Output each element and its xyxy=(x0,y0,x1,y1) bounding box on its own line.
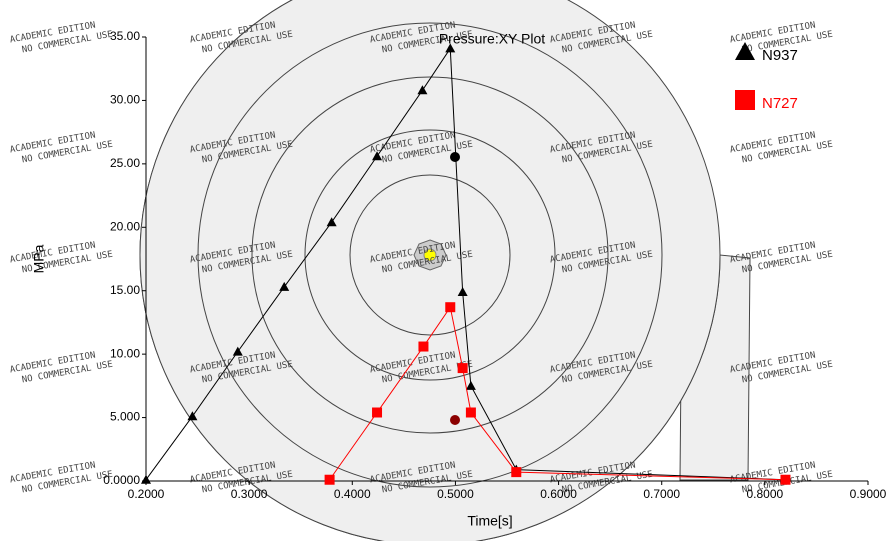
y-tick-label: 15.00 xyxy=(110,283,140,297)
x-tick-label: 0.5000 xyxy=(437,487,474,501)
model-ring xyxy=(197,22,663,488)
model-background xyxy=(139,0,751,541)
y-axis-label: MPa xyxy=(31,244,47,273)
model-ring xyxy=(304,129,556,381)
model-ring xyxy=(251,76,609,434)
x-axis-label: Time[s] xyxy=(467,513,512,529)
marker xyxy=(232,346,243,356)
chart-title: Pressure:XY Plot xyxy=(439,31,545,47)
x-tick-label: 0.4000 xyxy=(334,487,371,501)
marker xyxy=(780,474,791,485)
y-tick-label: 0.0000 xyxy=(103,473,140,487)
y-tick-label: 35.00 xyxy=(110,29,140,43)
model-ring xyxy=(349,174,511,336)
marker xyxy=(417,85,428,95)
marker xyxy=(465,407,476,418)
y-tick-label: 30.00 xyxy=(110,93,140,107)
marker xyxy=(372,407,383,418)
x-tick-label: 0.7000 xyxy=(643,487,680,501)
marker xyxy=(511,467,522,478)
legend-label: N727 xyxy=(762,95,798,112)
marker xyxy=(457,286,468,296)
legend-marker xyxy=(735,42,755,60)
x-tick-label: 0.9000 xyxy=(850,487,887,501)
model-dot xyxy=(450,152,460,162)
y-tick-label: 5.000 xyxy=(110,410,140,424)
y-tick-label: 10.00 xyxy=(110,346,140,360)
legend-marker xyxy=(735,90,755,110)
series-line xyxy=(329,305,786,481)
x-tick-label: 0.6000 xyxy=(540,487,577,501)
marker xyxy=(372,151,383,161)
x-tick-label: 0.8000 xyxy=(747,487,784,501)
marker xyxy=(418,341,429,352)
x-tick-label: 0.2000 xyxy=(128,487,165,501)
model-dot xyxy=(450,415,460,425)
legend-label: N937 xyxy=(762,47,798,64)
marker xyxy=(187,411,198,421)
marker xyxy=(324,474,335,485)
marker xyxy=(141,474,151,484)
legend: N937 N727 xyxy=(735,42,798,112)
marker xyxy=(445,43,456,53)
y-tick-label: 25.00 xyxy=(110,156,140,170)
y-tick-label: 20.00 xyxy=(110,219,140,233)
series-line xyxy=(145,46,786,481)
marker xyxy=(279,281,290,291)
marker xyxy=(457,363,468,374)
marker xyxy=(445,302,456,313)
marker xyxy=(326,217,337,227)
marker xyxy=(465,380,476,390)
plot: 0.0000 5.000 10.00 15.00 20.00 25.00 30.00 35.0… xyxy=(103,29,886,501)
x-tick-label: 0.3000 xyxy=(231,487,268,501)
model-dot xyxy=(423,248,437,262)
